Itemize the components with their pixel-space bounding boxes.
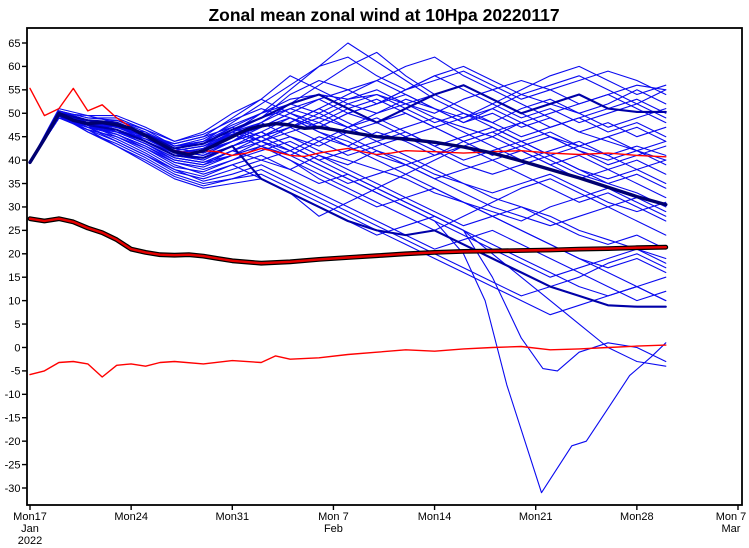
y-tick-label: 5 bbox=[14, 319, 20, 331]
x-tick-label: Mon 7 bbox=[318, 511, 349, 523]
control-forecast-line bbox=[28, 114, 667, 308]
y-tick-label: 60 bbox=[8, 61, 20, 73]
y-tick-label: 40 bbox=[8, 155, 20, 167]
ensemble-member-line bbox=[29, 93, 667, 163]
y-tick-label: 25 bbox=[8, 225, 20, 237]
y-tick-label: 15 bbox=[8, 272, 20, 284]
thick-red-line bbox=[28, 217, 667, 265]
y-tick-label: -10 bbox=[5, 389, 21, 401]
ensemble-member-line bbox=[29, 115, 667, 175]
ensemble-member-line bbox=[29, 115, 667, 250]
ensemble-member-line bbox=[29, 112, 667, 297]
ensemble-member-line bbox=[29, 117, 667, 302]
y-tick-label: 10 bbox=[8, 295, 20, 307]
chart-title: Zonal mean zonal wind at 10Hpa 20220117 bbox=[208, 5, 559, 25]
ensemble-member-line bbox=[29, 112, 667, 372]
y-tick-label: -30 bbox=[5, 483, 21, 495]
x-tick-label: Mon24 bbox=[114, 511, 148, 523]
ensemble-member-line bbox=[29, 115, 667, 367]
y-tick-label: 50 bbox=[8, 108, 20, 120]
ensemble-member-line bbox=[29, 115, 667, 260]
x-tick-label: Mon 7 bbox=[716, 511, 747, 523]
y-tick-label: 0 bbox=[14, 342, 20, 354]
x-tick-label: Mar bbox=[722, 523, 741, 535]
y-tick-label: 35 bbox=[8, 178, 20, 190]
x-tick-label: Mon31 bbox=[215, 511, 249, 523]
x-tick-label: Mon17 bbox=[13, 511, 47, 523]
x-tick-label: Jan bbox=[21, 523, 39, 535]
x-tick-label: Mon14 bbox=[418, 511, 452, 523]
y-tick-label: -25 bbox=[5, 459, 21, 471]
y-tick-label: 20 bbox=[8, 249, 20, 261]
ensemble-member-line bbox=[29, 117, 667, 217]
y-tick-label: 65 bbox=[8, 38, 20, 50]
analysis-line-upper bbox=[29, 87, 667, 158]
ensemble-member-line bbox=[29, 115, 667, 189]
y-tick-label: 30 bbox=[8, 202, 20, 214]
analysis-line-lower bbox=[29, 344, 667, 378]
x-tick-label: Feb bbox=[324, 523, 343, 535]
x-tick-label: 2022 bbox=[18, 535, 42, 547]
y-tick-label: 55 bbox=[8, 85, 20, 97]
axes-layer: 65605550454035302520151050-5-10-15-20-25… bbox=[5, 38, 747, 547]
x-tick-label: Mon21 bbox=[519, 511, 553, 523]
y-tick-label: -15 bbox=[5, 413, 21, 425]
ensemble-member-line bbox=[29, 117, 667, 316]
plot-area bbox=[26, 27, 743, 506]
ensemble-member-line bbox=[29, 117, 667, 222]
y-tick-label: -20 bbox=[5, 436, 21, 448]
plot-lines-layer bbox=[27, 42, 669, 494]
ensemble-mean-line bbox=[28, 111, 668, 207]
y-tick-label: -5 bbox=[11, 366, 21, 378]
x-tick-label: Mon28 bbox=[620, 511, 654, 523]
y-tick-label: 45 bbox=[8, 131, 20, 143]
